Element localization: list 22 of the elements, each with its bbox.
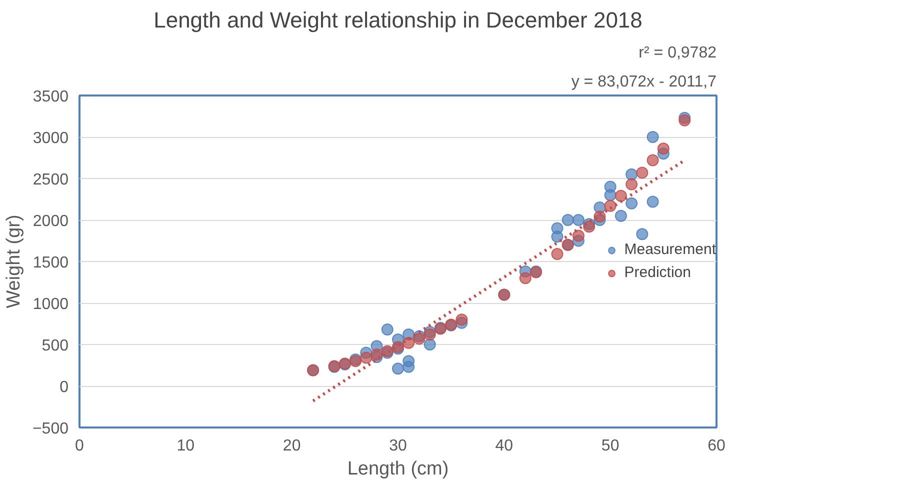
x-tick-label: 40 — [495, 438, 514, 454]
text: r² = 0,9782 — [638, 44, 717, 62]
x-tick-label: 60 — [708, 438, 726, 454]
y-tick-label: 3500 — [32, 88, 69, 106]
x-tick-label: 10 — [176, 438, 195, 454]
y-axis-title: Weight (gr) — [3, 214, 24, 308]
y-tick-label: 1500 — [32, 254, 69, 272]
chart-title: Length and Weight relationship in December 2018 — [154, 8, 642, 32]
y-tick-label: −500 — [32, 420, 69, 438]
y-tick-label: 2500 — [32, 172, 69, 188]
text: y = 83,072x - 2011,7 — [571, 74, 717, 90]
x-tick-label: 0 — [75, 438, 84, 454]
y-tick-label: 0 — [60, 379, 69, 396]
legend-label: Prediction — [624, 264, 691, 281]
x-tick-label: 30 — [389, 438, 407, 454]
y-tick-label: 1000 — [32, 296, 69, 313]
y-tick-label: 2000 — [32, 213, 69, 230]
x-axis-title: Length (cm) — [347, 458, 449, 480]
x-tick-label: 20 — [282, 438, 301, 454]
y-tick-label: 500 — [42, 338, 69, 354]
y-tick-label: 3000 — [32, 130, 69, 147]
x-tick-label: 50 — [601, 438, 620, 454]
